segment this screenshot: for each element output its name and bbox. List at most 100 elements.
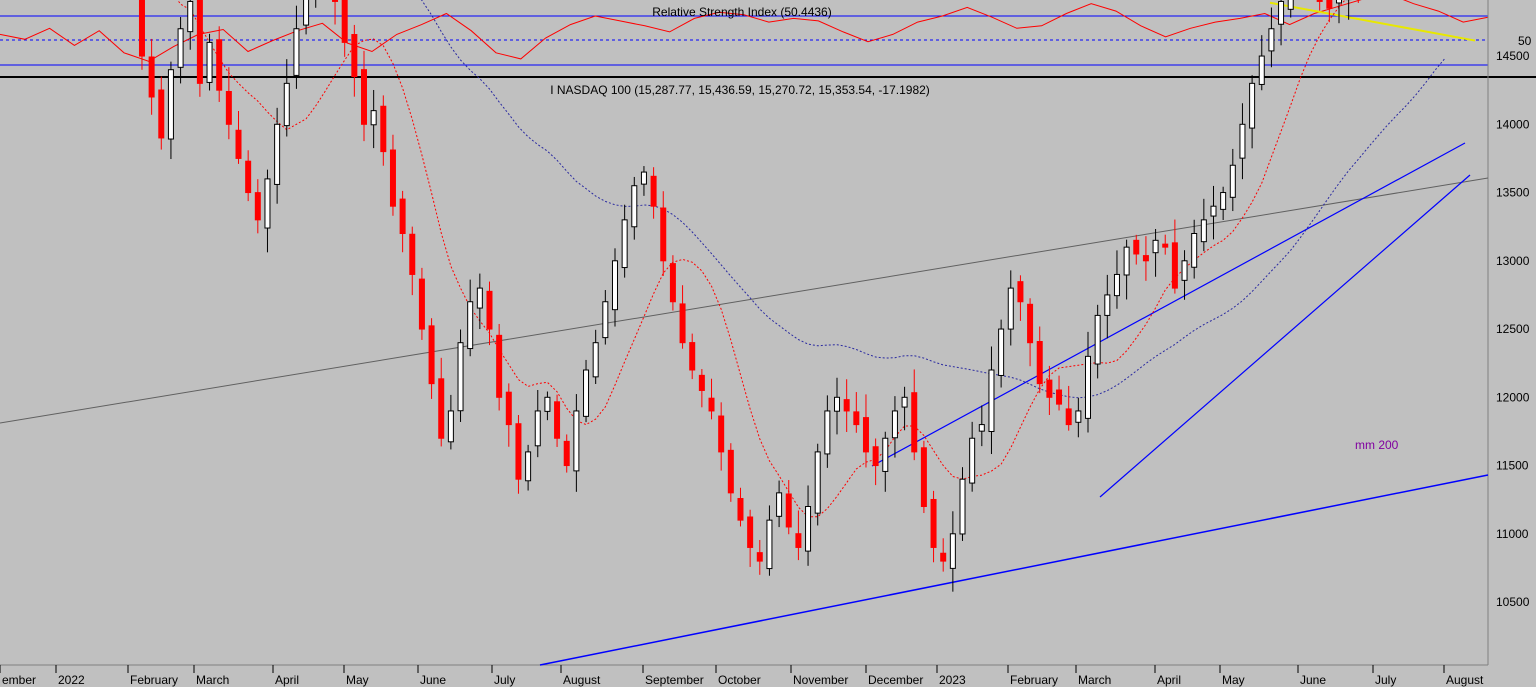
candle-body <box>1220 192 1227 210</box>
candle <box>332 0 339 25</box>
price-axis: 1700016500160001550015000145001400013500… <box>1496 49 1530 609</box>
candle-body <box>727 449 734 494</box>
candle <box>766 505 773 576</box>
candle-body <box>389 149 396 207</box>
candle-body <box>949 533 956 569</box>
candle <box>1258 35 1265 91</box>
rsi-tick-label: 50 <box>1518 34 1532 48</box>
candle <box>1133 234 1140 265</box>
candle <box>640 166 647 196</box>
candle <box>1104 274 1111 339</box>
candle <box>399 190 406 253</box>
candle-body <box>776 492 783 517</box>
candle <box>534 389 541 458</box>
candle-body <box>418 278 425 330</box>
date-tick-label: February <box>1010 673 1058 687</box>
price-tick-label: 10500 <box>1496 595 1530 609</box>
candle-body <box>1191 233 1198 268</box>
date-tick-label: July <box>1375 673 1396 687</box>
candle-body <box>805 506 812 552</box>
candle <box>1326 0 1333 23</box>
candle-body <box>283 82 290 127</box>
candle <box>1162 234 1169 255</box>
candle <box>428 318 435 399</box>
price-tick-label: 11500 <box>1496 459 1529 473</box>
candle-body <box>756 552 763 562</box>
candle <box>187 0 194 50</box>
candle <box>1113 250 1120 309</box>
candle-body <box>438 378 445 439</box>
long-term-support-line <box>539 474 1489 666</box>
candle-body <box>843 399 850 412</box>
candle <box>583 359 590 423</box>
candle <box>315 0 317 8</box>
candle-body <box>814 451 821 514</box>
candle <box>1075 397 1082 438</box>
rsi-trend-arrow <box>1269 1 1476 42</box>
candle-body <box>457 342 464 412</box>
candle-body <box>428 325 435 385</box>
candle <box>998 319 1005 388</box>
candle-body <box>1335 0 1342 4</box>
candle-body <box>505 391 512 426</box>
candle-body <box>592 342 599 378</box>
candle <box>303 0 310 35</box>
candle <box>525 444 532 491</box>
candle <box>1007 270 1014 346</box>
candle <box>1210 185 1217 240</box>
candle-body <box>245 160 252 194</box>
candle <box>158 76 165 150</box>
candle <box>824 395 831 468</box>
candle-body <box>1326 0 1333 9</box>
candle <box>380 95 387 166</box>
candle-body <box>988 369 995 432</box>
candle-body <box>631 185 638 228</box>
candle-body <box>669 263 676 303</box>
candle-body <box>1239 123 1246 159</box>
candle-body <box>554 401 561 439</box>
candle <box>1335 0 1342 24</box>
candle-body <box>785 493 792 528</box>
date-tick-label: 2023 <box>939 673 966 687</box>
candle <box>708 378 715 420</box>
candle-body <box>969 437 976 484</box>
candle <box>631 176 638 240</box>
candle <box>602 290 609 345</box>
candle-body <box>1278 0 1285 25</box>
candle-body <box>824 410 831 455</box>
candle <box>795 510 802 561</box>
candle <box>438 357 445 447</box>
candle-body <box>573 410 580 472</box>
candle <box>1220 186 1227 220</box>
date-tick-label: ember <box>2 673 36 687</box>
candle <box>457 329 464 422</box>
candle <box>862 394 869 468</box>
candle <box>254 179 261 234</box>
candle <box>1027 298 1034 367</box>
candle-body <box>679 303 686 344</box>
candle-body <box>264 178 271 229</box>
candle-body <box>862 417 869 453</box>
candle <box>978 405 985 447</box>
candle-body <box>496 334 503 398</box>
candle <box>1123 239 1130 300</box>
candle <box>1056 375 1063 411</box>
candle-body <box>1094 314 1101 365</box>
candle <box>505 383 512 447</box>
date-tick-label: October <box>718 673 761 687</box>
candle <box>853 392 860 433</box>
candle <box>196 0 203 97</box>
candle <box>669 255 676 311</box>
price-tick-label: 14000 <box>1496 117 1530 131</box>
candle-body <box>206 41 213 83</box>
candle-body <box>901 396 908 408</box>
candlesticks <box>138 0 1359 592</box>
candle-body <box>602 301 609 339</box>
channel-upper-line <box>871 142 1466 467</box>
candle-body <box>708 397 715 412</box>
candle <box>650 167 657 219</box>
candle <box>969 421 976 492</box>
candle-body <box>766 519 773 570</box>
candle <box>911 369 918 461</box>
